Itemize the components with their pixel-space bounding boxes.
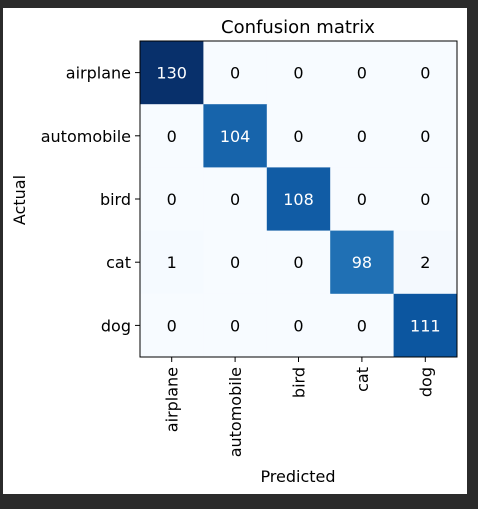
y-tick-label: cat (106, 253, 131, 272)
matrix-cell (140, 293, 204, 358)
y-tick-label: bird (100, 190, 131, 209)
y-axis-label: Actual (10, 175, 29, 225)
x-tick-label: automobile (226, 367, 245, 457)
cell-value-label: 0 (230, 64, 240, 83)
y-tick-label: airplane (66, 64, 131, 83)
x-tick-label: bird (290, 367, 309, 398)
matrix-cell (393, 104, 458, 168)
x-tick-label: airplane (163, 367, 182, 432)
cell-value-label: 2 (420, 253, 430, 272)
matrix-cell (140, 104, 204, 168)
y-axis-ticks: airplane automobile bird cat dog (41, 64, 140, 335)
chart-title: Confusion matrix (221, 17, 375, 38)
cell-value-label: 0 (420, 64, 430, 83)
cell-value-label: 0 (167, 127, 177, 146)
cell-value-label: 98 (352, 253, 372, 272)
cell-value-label: 0 (230, 190, 240, 209)
x-tick-label: cat (353, 367, 372, 392)
matrix-cell (140, 167, 204, 232)
cell-value-label: 0 (420, 190, 430, 209)
x-tick-label: dog (416, 367, 435, 397)
cell-value-label: 0 (357, 316, 367, 335)
matrix-cell (330, 167, 395, 232)
matrix-cell (203, 167, 268, 232)
cell-value-label: 0 (230, 253, 240, 272)
matrix-cell (393, 167, 458, 232)
cell-value-label: 0 (293, 127, 303, 146)
matrix-cell (330, 293, 395, 358)
cell-value-label: 0 (167, 316, 177, 335)
matrix-cell (393, 230, 458, 295)
cell-value-label: 0 (357, 190, 367, 209)
matrix-cell (203, 41, 268, 105)
cell-value-label: 104 (220, 127, 251, 146)
chart-canvas: Confusion matrix 130 0 0 0 0 0 104 0 0 0 0 0 108 0 0 1 0… (3, 8, 467, 494)
cell-value-label: 0 (357, 64, 367, 83)
y-tick-label: dog (101, 316, 131, 335)
cell-value-label: 0 (357, 127, 367, 146)
cell-value-label: 0 (167, 190, 177, 209)
matrix-cell (266, 293, 331, 358)
matrix-cell (393, 41, 458, 105)
cell-value-label: 1 (167, 253, 177, 272)
matrix-cell (203, 104, 268, 168)
x-axis-label: Predicted (260, 467, 335, 486)
y-tick-label: automobile (41, 127, 131, 146)
cell-value-label: 0 (230, 316, 240, 335)
cell-value-label: 108 (283, 190, 314, 209)
cell-value-label: 0 (293, 316, 303, 335)
matrix-cell (266, 230, 331, 295)
matrix-cell (266, 41, 331, 105)
matrix-cell (266, 104, 331, 168)
matrix-cell (330, 230, 395, 295)
confusion-matrix-chart: Confusion matrix 130 0 0 0 0 0 104 0 0 0 0 0 108 0 0 1 0… (10, 17, 458, 486)
matrix-cell (203, 293, 268, 358)
matrix-cells: 130 0 0 0 0 0 104 0 0 0 0 0 108 0 0 1 0 0 98 2 0 0 0 0 111 (140, 41, 458, 358)
cell-value-label: 0 (420, 127, 430, 146)
matrix-cell (330, 104, 395, 168)
cell-value-label: 130 (156, 64, 187, 83)
matrix-cell (140, 41, 204, 105)
matrix-cell (140, 230, 204, 295)
matrix-cell (203, 230, 268, 295)
matrix-cell (330, 41, 395, 105)
matrix-cell (393, 293, 458, 358)
cell-value-label: 111 (410, 316, 441, 335)
cell-value-label: 0 (293, 64, 303, 83)
cell-value-label: 0 (293, 253, 303, 272)
x-axis-ticks: airplane automobile bird cat dog (163, 357, 435, 457)
matrix-cell (266, 167, 331, 232)
